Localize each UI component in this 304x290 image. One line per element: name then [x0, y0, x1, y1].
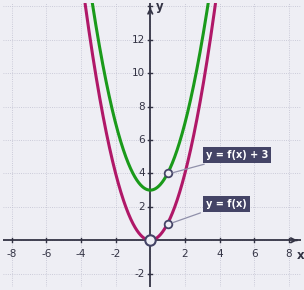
Text: 6: 6	[251, 249, 257, 260]
Text: 6: 6	[138, 135, 145, 145]
Text: 8: 8	[138, 102, 145, 112]
Text: 4: 4	[216, 249, 223, 260]
Text: -2: -2	[110, 249, 121, 260]
Text: -4: -4	[76, 249, 86, 260]
Text: -8: -8	[6, 249, 17, 260]
Text: 4: 4	[138, 168, 145, 178]
Text: 10: 10	[132, 68, 145, 78]
Text: y: y	[155, 0, 163, 13]
Text: y = f(x) + 3: y = f(x) + 3	[173, 151, 268, 173]
Text: 12: 12	[132, 35, 145, 45]
Text: 2: 2	[181, 249, 188, 260]
Text: -2: -2	[135, 269, 145, 279]
Text: 8: 8	[285, 249, 292, 260]
Text: 2: 2	[138, 202, 145, 212]
Text: -6: -6	[41, 249, 52, 260]
Text: y = f(x): y = f(x)	[173, 199, 247, 223]
Text: x: x	[297, 249, 304, 262]
